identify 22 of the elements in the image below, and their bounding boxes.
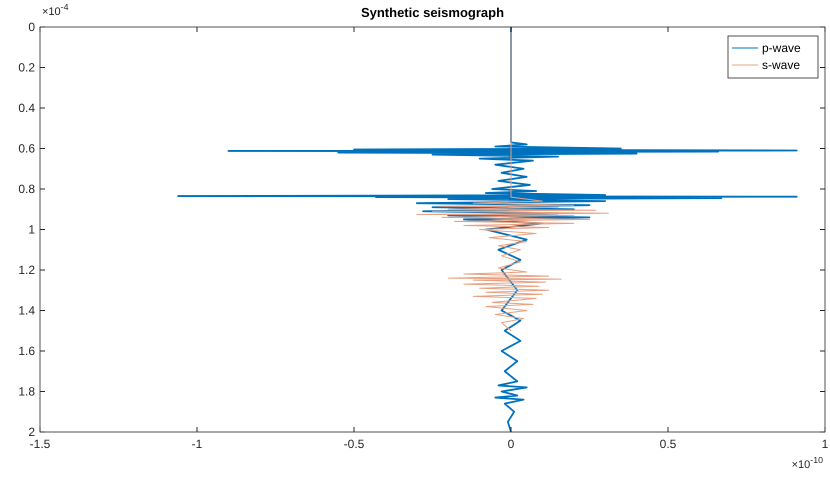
text: ×10$^{-4}$ xyxy=(42,2,69,18)
y-tick-label: 2 xyxy=(28,425,36,439)
y-tick-label: 0.6 xyxy=(18,142,36,156)
y-tick-label: 0 xyxy=(28,20,36,34)
x-tick-label: -1 xyxy=(192,437,203,451)
y-tick-label: 1.6 xyxy=(18,344,36,358)
y-tick-label: 0.4 xyxy=(18,101,36,115)
x-tick-label: 1 xyxy=(822,437,829,451)
text: ×10$^{-10}$ xyxy=(792,455,824,471)
legend-label: p-wave xyxy=(762,41,802,55)
x-tick-label: 0 xyxy=(508,437,515,451)
x-tick-label: -1.5 xyxy=(30,437,51,451)
x-tick-label: 0.5 xyxy=(660,437,677,451)
y-tick-label: 0.8 xyxy=(18,182,36,196)
y-tick-label: 1 xyxy=(28,222,36,236)
y-tick-label: 1.2 xyxy=(18,263,36,277)
chart-title: Synthetic seismograph xyxy=(360,5,504,20)
y-tick-label: 1.8 xyxy=(18,384,36,398)
y-tick-label: 1.4 xyxy=(18,304,36,318)
x-tick-label: -0.5 xyxy=(344,437,365,451)
legend-label: s-wave xyxy=(762,58,800,72)
y-tick-label: 0.2 xyxy=(18,60,36,74)
